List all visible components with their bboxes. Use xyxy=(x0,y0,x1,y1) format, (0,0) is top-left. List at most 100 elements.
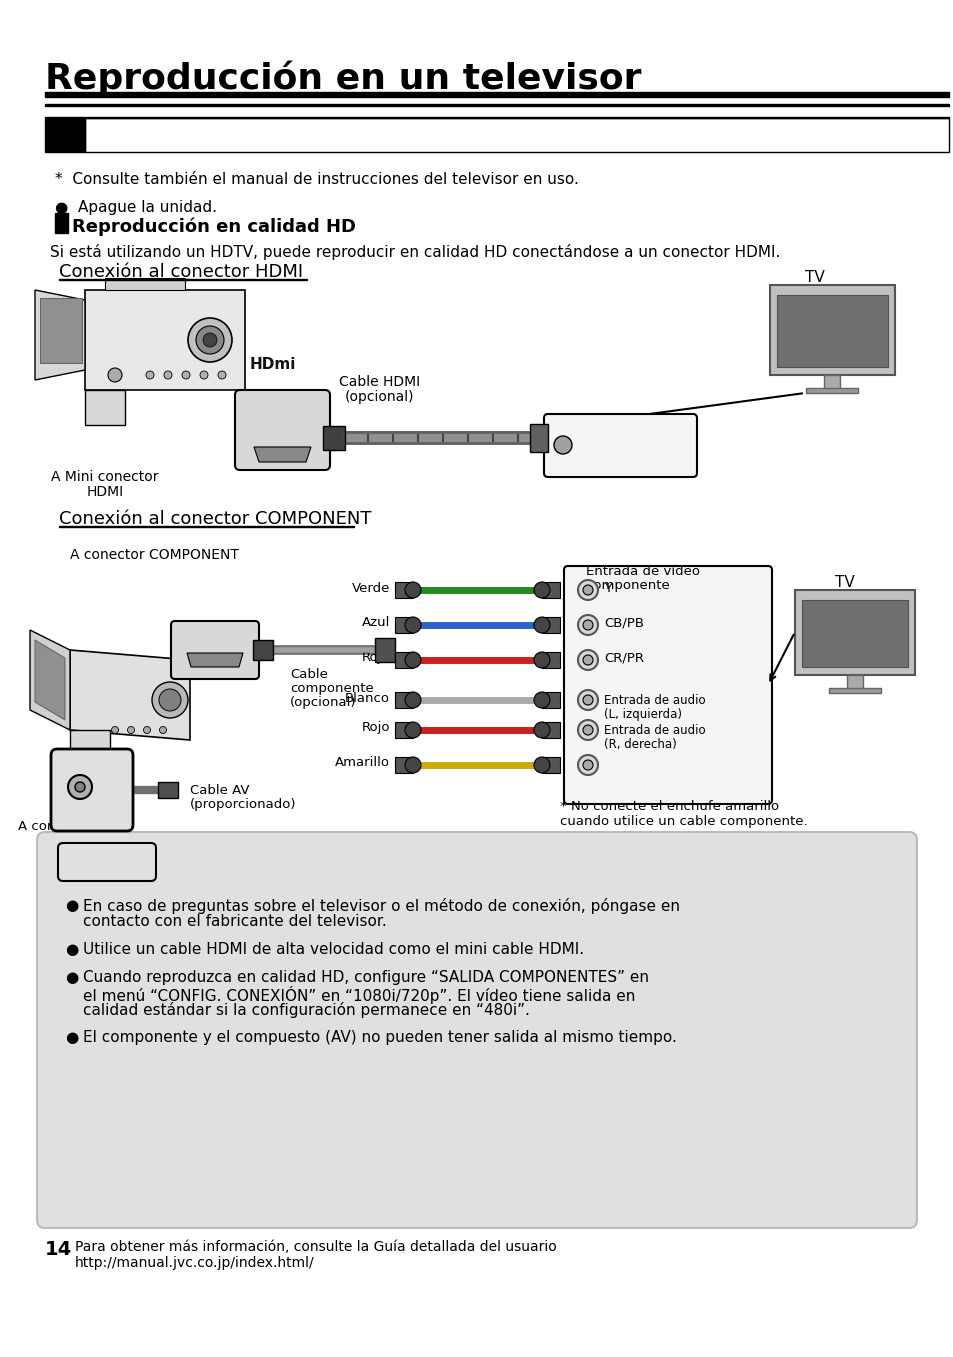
Text: ●: ● xyxy=(65,942,78,957)
Circle shape xyxy=(112,726,118,734)
Circle shape xyxy=(108,368,122,383)
Bar xyxy=(158,782,178,798)
Circle shape xyxy=(203,332,216,347)
Circle shape xyxy=(405,722,420,738)
Circle shape xyxy=(405,617,420,632)
Bar xyxy=(45,104,948,106)
Bar xyxy=(801,600,907,668)
Text: HDmi: HDmi xyxy=(250,357,296,372)
Bar xyxy=(805,388,857,394)
Bar xyxy=(541,582,559,598)
Text: http://manual.jvc.co.jp/index.html/: http://manual.jvc.co.jp/index.html/ xyxy=(75,1257,314,1270)
Bar xyxy=(55,213,68,233)
Text: componente: componente xyxy=(585,579,669,592)
Circle shape xyxy=(128,726,134,734)
Circle shape xyxy=(582,725,593,735)
Circle shape xyxy=(182,370,190,379)
Circle shape xyxy=(200,370,208,379)
FancyBboxPatch shape xyxy=(563,566,771,803)
FancyBboxPatch shape xyxy=(58,843,156,881)
Bar xyxy=(823,375,840,389)
Circle shape xyxy=(188,318,232,362)
Bar xyxy=(776,294,887,366)
Circle shape xyxy=(534,722,550,738)
Text: Blanco: Blanco xyxy=(345,692,390,704)
Circle shape xyxy=(582,655,593,665)
Text: conector HDMI: conector HDMI xyxy=(576,442,678,456)
Circle shape xyxy=(534,692,550,708)
Circle shape xyxy=(578,579,598,600)
Circle shape xyxy=(582,695,593,706)
Circle shape xyxy=(578,754,598,775)
Text: Entrada de audio: Entrada de audio xyxy=(603,725,705,737)
Circle shape xyxy=(152,683,188,718)
Text: A conector AV: A conector AV xyxy=(18,820,112,833)
Text: Azul: Azul xyxy=(361,616,390,630)
Text: ●  Apague la unidad.: ● Apague la unidad. xyxy=(55,199,216,214)
Bar xyxy=(395,582,413,598)
Text: 14: 14 xyxy=(45,1240,72,1259)
FancyBboxPatch shape xyxy=(171,622,258,678)
Circle shape xyxy=(75,782,85,792)
Bar xyxy=(541,651,559,668)
Bar xyxy=(395,617,413,632)
Text: Cable: Cable xyxy=(290,668,328,681)
Text: Verde: Verde xyxy=(352,582,390,594)
Circle shape xyxy=(582,620,593,630)
Circle shape xyxy=(146,370,153,379)
Text: (opcional): (opcional) xyxy=(345,389,415,404)
Polygon shape xyxy=(70,650,190,740)
Circle shape xyxy=(68,775,91,799)
Circle shape xyxy=(195,326,224,354)
Bar xyxy=(323,426,345,451)
FancyBboxPatch shape xyxy=(543,414,697,478)
Bar xyxy=(253,641,273,660)
Circle shape xyxy=(405,692,420,708)
Text: TV: TV xyxy=(804,270,824,285)
Text: Conecte el dispositivo a un televisor.: Conecte el dispositivo a un televisor. xyxy=(100,123,395,138)
Text: contacto con el fabricante del televisor.: contacto con el fabricante del televisor… xyxy=(83,915,386,930)
Circle shape xyxy=(159,689,181,711)
FancyBboxPatch shape xyxy=(37,832,916,1228)
Text: CR/PR: CR/PR xyxy=(603,651,643,665)
Text: el menú “CONFIG. CONEXIÓN” en “1080i/720p”. El vídeo tiene salida en: el menú “CONFIG. CONEXIÓN” en “1080i/720… xyxy=(83,987,635,1004)
Circle shape xyxy=(578,689,598,710)
Circle shape xyxy=(554,436,572,455)
Text: * No conecte el enchufe amarillo: * No conecte el enchufe amarillo xyxy=(559,801,779,813)
Polygon shape xyxy=(35,290,85,380)
Bar xyxy=(59,525,354,527)
Circle shape xyxy=(534,617,550,632)
Bar xyxy=(59,278,307,280)
Text: Amarillo: Amarillo xyxy=(335,756,390,769)
Text: Reproducción en calidad HD: Reproducción en calidad HD xyxy=(71,218,355,236)
Bar xyxy=(530,423,547,452)
Circle shape xyxy=(405,757,420,773)
Bar xyxy=(45,117,948,118)
Text: El componente y el compuesto (AV) no pueden tener salida al mismo tiempo.: El componente y el compuesto (AV) no pue… xyxy=(83,1030,677,1045)
Circle shape xyxy=(534,757,550,773)
Text: Conexión al conector HDMI: Conexión al conector HDMI xyxy=(59,263,303,281)
Text: Utilice un cable HDMI de alta velocidad como el mini cable HDMI.: Utilice un cable HDMI de alta velocidad … xyxy=(83,942,583,957)
Text: ●: ● xyxy=(65,898,78,913)
Circle shape xyxy=(534,651,550,668)
Circle shape xyxy=(405,651,420,668)
Text: AV: AV xyxy=(77,775,102,792)
Text: Cable AV: Cable AV xyxy=(190,784,250,797)
Bar xyxy=(541,692,559,708)
Bar xyxy=(395,757,413,773)
Text: Rojo: Rojo xyxy=(361,651,390,665)
Bar xyxy=(794,590,914,674)
Bar xyxy=(85,118,948,152)
Text: *  Consulte también el manual de instrucciones del televisor en uso.: * Consulte también el manual de instrucc… xyxy=(55,172,578,187)
Text: TV: TV xyxy=(834,575,854,590)
Text: Conexión al conector COMPONENT: Conexión al conector COMPONENT xyxy=(59,510,371,528)
Bar xyxy=(769,285,894,375)
Circle shape xyxy=(578,650,598,670)
Text: Y: Y xyxy=(603,582,612,594)
Bar xyxy=(395,651,413,668)
Text: componente: componente xyxy=(290,683,374,695)
Text: Entrada del: Entrada del xyxy=(576,426,656,440)
Text: Para obtener más información, consulte la Guía detallada del usuario: Para obtener más información, consulte l… xyxy=(75,1240,557,1254)
Circle shape xyxy=(164,370,172,379)
Text: Cuando reproduzca en calidad HD, configure “SALIDA COMPONENTES” en: Cuando reproduzca en calidad HD, configu… xyxy=(83,970,648,985)
